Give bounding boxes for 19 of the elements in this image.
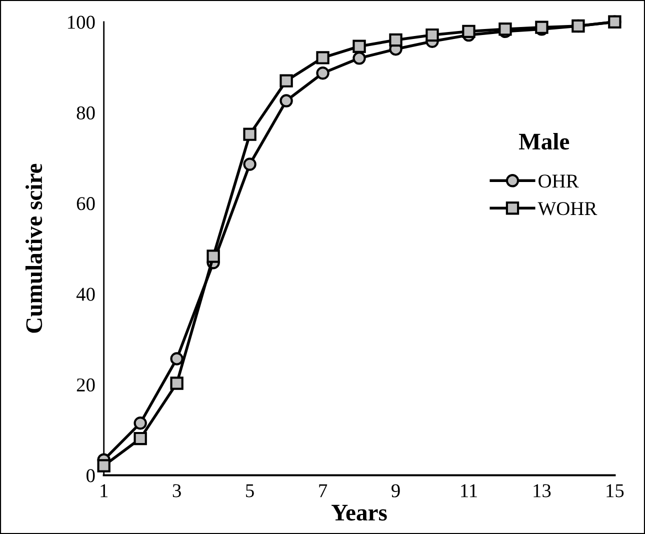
y-tick-label: 20 — [76, 378, 95, 392]
legend-label: OHR — [538, 174, 579, 188]
x-tick-label: 1 — [100, 484, 108, 498]
x-tick-label: 13 — [534, 484, 551, 498]
y-tick-label: 40 — [76, 288, 95, 301]
y-tick-label: 0 — [86, 469, 95, 482]
x-tick-label: 11 — [461, 484, 477, 498]
legend-label: WOHR — [538, 202, 598, 216]
x-tick-label: 3 — [172, 484, 181, 498]
y-axis-title: Cumulative scire — [25, 164, 42, 333]
legend-title: Male — [518, 132, 570, 150]
y-tick-label: 100 — [68, 16, 95, 29]
x-tick-label: 7 — [319, 484, 328, 498]
x-axis-title: Years — [331, 504, 387, 521]
y-tick-label: 60 — [76, 197, 95, 210]
x-tick-label: 15 — [606, 484, 624, 498]
x-tick-label: 9 — [392, 484, 400, 498]
y-tick-label: 80 — [76, 106, 95, 120]
x-tick-label: 5 — [246, 484, 254, 498]
